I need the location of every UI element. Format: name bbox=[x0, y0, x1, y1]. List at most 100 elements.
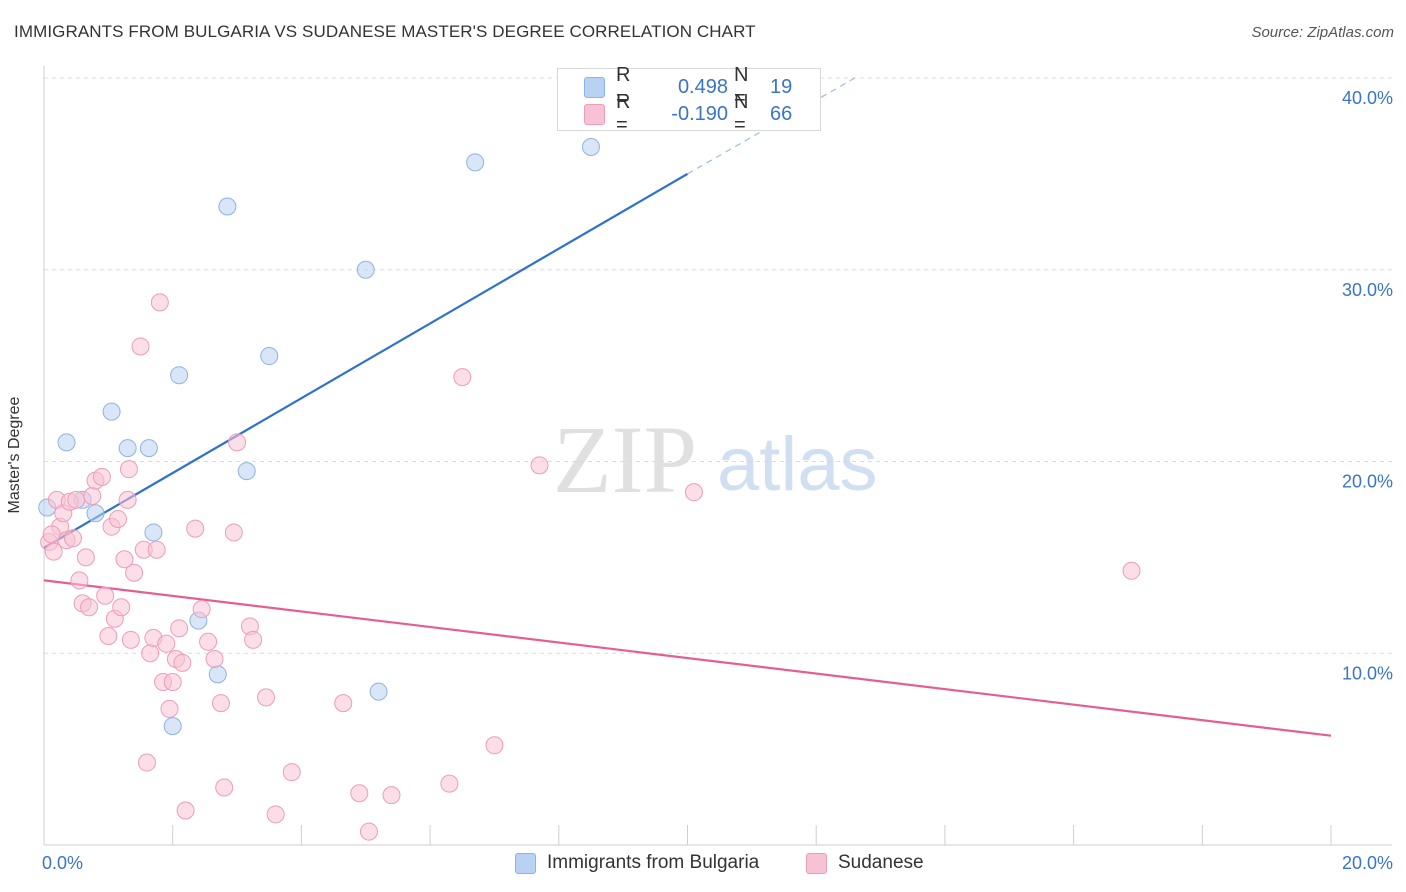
legend-n-value: 66 bbox=[770, 102, 793, 125]
point-sudanese bbox=[228, 433, 247, 452]
point-bulgaria bbox=[163, 717, 182, 736]
legend-n-label: N = bbox=[734, 91, 749, 136]
point-sudanese bbox=[80, 598, 99, 617]
point-sudanese bbox=[359, 822, 378, 841]
point-sudanese bbox=[173, 653, 192, 672]
point-sudanese bbox=[67, 490, 86, 509]
point-sudanese bbox=[192, 600, 211, 619]
legend-item-bulgaria[interactable]: Immigrants from Bulgaria bbox=[515, 852, 759, 874]
point-sudanese bbox=[83, 487, 102, 506]
point-bulgaria bbox=[218, 197, 237, 216]
point-sudanese bbox=[244, 630, 263, 649]
x-tick-label: 20.0% bbox=[1342, 853, 1393, 873]
data-points bbox=[38, 138, 1141, 841]
point-sudanese bbox=[199, 632, 218, 651]
legend-n-value: 19 bbox=[770, 75, 793, 98]
point-sudanese bbox=[109, 510, 128, 529]
point-sudanese bbox=[141, 644, 160, 663]
point-bulgaria bbox=[139, 439, 158, 458]
point-bulgaria bbox=[466, 153, 485, 172]
point-sudanese bbox=[63, 529, 82, 548]
legend-r-label: R = bbox=[616, 64, 631, 109]
point-bulgaria bbox=[170, 366, 189, 385]
point-sudanese bbox=[70, 571, 89, 590]
point-sudanese bbox=[131, 337, 150, 356]
point-bulgaria bbox=[118, 439, 137, 458]
point-sudanese bbox=[684, 483, 703, 502]
y-tick-label: 20.0% bbox=[1342, 472, 1393, 492]
point-sudanese bbox=[186, 519, 205, 538]
point-bulgaria bbox=[356, 260, 375, 279]
point-sudanese bbox=[257, 688, 276, 707]
point-sudanese bbox=[115, 550, 134, 569]
legend-swatch-pink bbox=[806, 852, 827, 874]
point-sudanese bbox=[137, 753, 156, 772]
point-sudanese bbox=[350, 784, 369, 803]
point-bulgaria bbox=[237, 462, 256, 481]
point-sudanese bbox=[176, 801, 195, 820]
point-sudanese bbox=[92, 467, 111, 486]
point-sudanese bbox=[224, 523, 243, 542]
point-sudanese bbox=[121, 630, 140, 649]
watermark: ZIP atlas bbox=[553, 406, 878, 513]
point-bulgaria bbox=[102, 402, 121, 421]
point-sudanese bbox=[215, 778, 234, 797]
point-sudanese bbox=[382, 786, 401, 805]
point-sudanese bbox=[76, 548, 95, 567]
legend-n-label: N = bbox=[734, 64, 749, 109]
point-sudanese bbox=[211, 694, 230, 713]
axes bbox=[43, 66, 1392, 846]
legend-item-sudanese[interactable]: Sudanese bbox=[806, 852, 924, 874]
point-bulgaria bbox=[57, 433, 76, 452]
trend-lines bbox=[43, 77, 1332, 737]
point-sudanese bbox=[530, 456, 549, 475]
grid-lines bbox=[44, 77, 1392, 654]
point-sudanese bbox=[147, 540, 166, 559]
point-sudanese bbox=[96, 586, 115, 605]
point-bulgaria bbox=[86, 504, 105, 523]
point-sudanese bbox=[1122, 561, 1141, 580]
point-sudanese bbox=[282, 763, 301, 782]
trend-line-bulgaria bbox=[43, 172, 689, 549]
point-sudanese bbox=[118, 490, 137, 509]
trend-line-sudanese bbox=[43, 579, 1332, 737]
point-sudanese bbox=[170, 619, 189, 638]
legend-r-value: 0.498 bbox=[677, 75, 728, 98]
watermark-atlas: atlas bbox=[717, 422, 878, 507]
point-sudanese bbox=[157, 634, 176, 653]
point-bulgaria bbox=[144, 523, 163, 542]
y-tick-label: 40.0% bbox=[1342, 88, 1393, 108]
point-sudanese bbox=[112, 598, 131, 617]
point-sudanese bbox=[150, 293, 169, 312]
source-label: Source: ZipAtlas.com bbox=[1251, 24, 1394, 41]
y-tick-label: 10.0% bbox=[1342, 663, 1393, 683]
point-sudanese bbox=[125, 563, 144, 582]
point-sudanese bbox=[485, 736, 504, 755]
legend-r-label: R = bbox=[616, 91, 631, 136]
point-sudanese bbox=[266, 805, 285, 824]
point-sudanese bbox=[440, 774, 459, 793]
legend-label: Immigrants from Bulgaria bbox=[547, 852, 760, 873]
legend-swatch-blue bbox=[515, 852, 536, 874]
point-sudanese bbox=[42, 525, 61, 544]
point-bulgaria bbox=[208, 665, 227, 684]
chart-title: IMMIGRANTS FROM BULGARIA VS SUDANESE MAS… bbox=[14, 22, 756, 41]
point-sudanese bbox=[205, 650, 224, 669]
legend-r-value: -0.190 bbox=[671, 102, 728, 125]
watermark-zip: ZIP bbox=[553, 406, 697, 513]
point-sudanese bbox=[160, 699, 179, 718]
point-sudanese bbox=[453, 368, 472, 387]
point-sudanese bbox=[119, 460, 138, 479]
point-sudanese bbox=[163, 673, 182, 692]
point-bulgaria bbox=[369, 682, 388, 701]
point-bulgaria bbox=[260, 347, 279, 366]
y-tick-label: 30.0% bbox=[1342, 280, 1393, 300]
series-legend: Immigrants from Bulgaria Sudanese bbox=[0, 852, 1406, 876]
x-tick-label: 0.0% bbox=[42, 853, 83, 873]
correlation-legend: R = 0.498 N = 19 R = -0.190 N = 66 bbox=[557, 64, 821, 136]
legend-swatch-blue bbox=[584, 77, 605, 98]
point-bulgaria bbox=[581, 138, 600, 157]
y-axis-label: Master's Degree bbox=[6, 396, 23, 514]
point-sudanese bbox=[99, 626, 118, 645]
